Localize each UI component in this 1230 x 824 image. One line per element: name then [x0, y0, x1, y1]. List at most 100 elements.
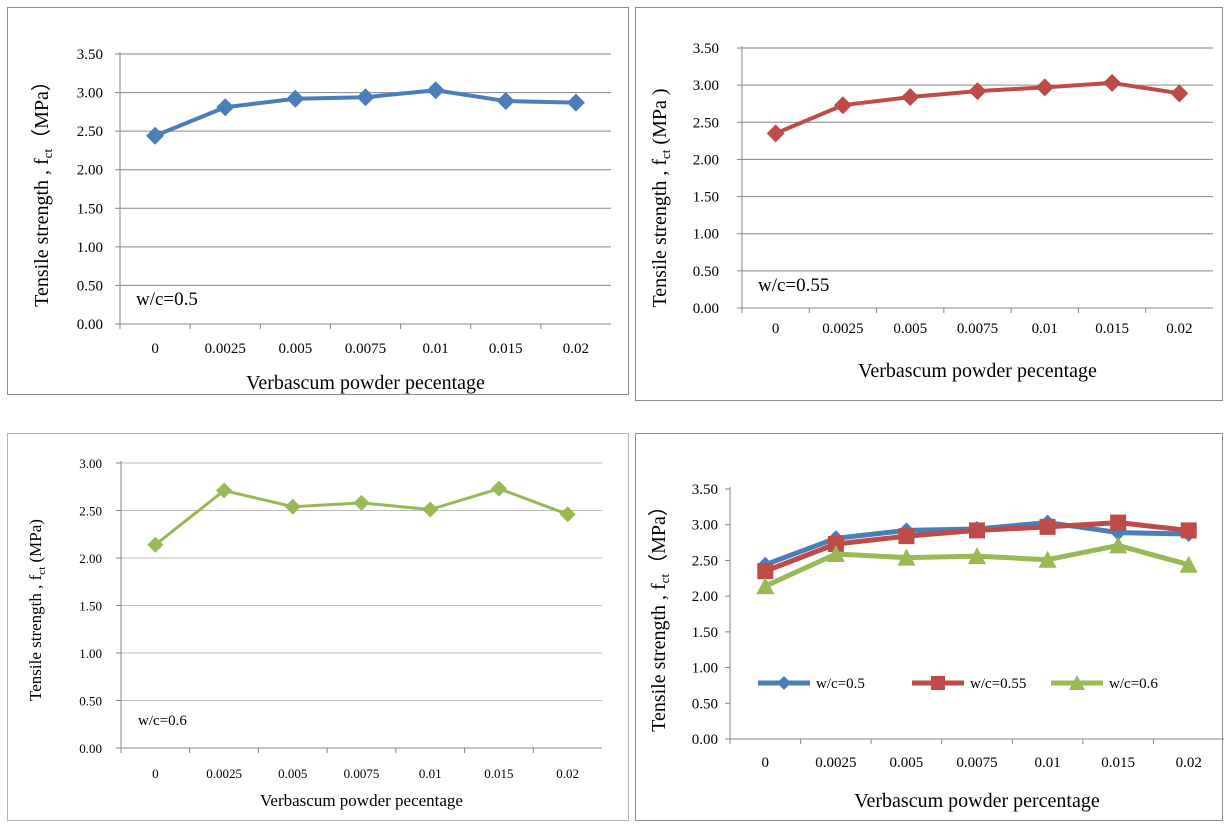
data-point-marker	[356, 88, 375, 107]
chart-wc-0-6: 0.00 0.50 1.00 1.50 2.00 2.50 3.00 0 0.0025 0.005…	[26, 456, 602, 810]
x-axis-label: Verbascum powder pecentage	[260, 791, 463, 810]
data-point-marker	[426, 81, 445, 100]
data-point-marker	[901, 88, 920, 107]
data-point-marker	[286, 89, 305, 108]
y-axis-label-main: Tensile strength , f	[649, 159, 671, 308]
chart-panel-combined: 0.00 0.50 1.00 1.50 2.00 2.50 3.00 3.50 0 0.0025 0…	[635, 433, 1224, 821]
y-tick-label: 3.50	[77, 47, 103, 63]
x-tick-label: 0	[772, 321, 780, 337]
chart-wc-0-5: 0.00 0.50 1.00 1.50 2.00 2.50 3.00 3.50 0 0.0025 0…	[30, 47, 611, 394]
y-axis-label-unit: （MPa）	[30, 71, 53, 149]
y-axis-label-main: Tensile strength , f	[31, 158, 53, 307]
y-axis-label: Tensile strength , fct（MPa）	[30, 71, 55, 307]
y-tick-label: 3.00	[79, 456, 102, 471]
data-point-marker	[1109, 536, 1128, 554]
data-point-marker	[490, 480, 507, 497]
data-point-marker	[968, 547, 986, 565]
y-tick-label: 0.00	[692, 732, 718, 748]
y-tick-label: 0.00	[79, 741, 102, 756]
y-tick-label: 2.50	[79, 504, 102, 519]
data-point-marker	[827, 536, 844, 552]
x-tick-label: 0.02	[563, 341, 589, 357]
data-point-marker	[777, 676, 791, 690]
y-tick-label: 0.00	[77, 317, 103, 333]
series-0	[146, 81, 585, 145]
data-point-marker	[756, 577, 775, 595]
y-tick-label: 0.50	[79, 694, 102, 709]
legend-label: w/c=0.55	[970, 676, 1026, 692]
chart-panel-wc-0-6: 0.00 0.50 1.00 1.50 2.00 2.50 3.00 0 0.0025 0.005…	[7, 433, 629, 821]
data-point-marker	[422, 501, 439, 518]
y-axis-label-subscript: ct	[36, 567, 48, 575]
x-tick-label: 0.0025	[205, 341, 246, 357]
data-point-marker	[566, 93, 585, 112]
y-tick-label: 1.50	[693, 190, 719, 206]
chart-wc-0-55: 0.00 0.50 1.00 1.50 2.00 2.50 3.00 3.50 0 0.0025 0…	[649, 41, 1213, 382]
y-tick-label: 3.50	[693, 41, 719, 57]
data-point-marker	[757, 563, 774, 580]
x-tick-label: 0.0075	[956, 755, 997, 771]
y-tick-label: 2.50	[693, 115, 719, 131]
data-point-marker	[931, 676, 945, 690]
y-tick-label: 3.00	[693, 78, 719, 94]
y-axis-label-main: Tensile strength , f	[26, 574, 45, 701]
x-tick-label: 0.02	[1166, 321, 1192, 337]
x-tick-label: 0.0075	[345, 341, 386, 357]
y-tick-label: 3.00	[692, 518, 718, 534]
data-point-marker	[1038, 550, 1057, 568]
data-point-marker	[496, 92, 515, 111]
x-tick-label: 0.0075	[957, 321, 998, 337]
x-tick-label: 0.0025	[822, 321, 863, 337]
x-axis-label: Verbascum powder pecentage	[858, 360, 1097, 382]
series-2	[756, 536, 1198, 595]
x-tick-label: 0.01	[419, 766, 442, 781]
x-tick-label: 0.015	[1101, 755, 1135, 771]
y-tick-label: 0.50	[77, 278, 103, 294]
data-point-marker	[216, 482, 233, 499]
y-tick-label: 1.50	[692, 625, 718, 641]
y-tick-label: 2.00	[693, 152, 719, 168]
x-tick-label: 0.0025	[815, 755, 856, 771]
y-tick-label: 2.00	[692, 589, 718, 605]
x-tick-label: 0	[762, 755, 770, 771]
series-0	[766, 73, 1189, 143]
chart-combined: 0.00 0.50 1.00 1.50 2.00 2.50 3.00 3.50 0 0.0025 0…	[647, 482, 1224, 812]
x-tick-label: 0.005	[278, 341, 312, 357]
y-axis-label-unit: （MPa）	[647, 496, 670, 574]
data-point-marker	[1035, 78, 1054, 97]
data-point-marker	[1179, 555, 1198, 573]
x-tick-label: 0.01	[1032, 321, 1058, 337]
data-point-marker	[284, 498, 301, 515]
data-point-marker	[1180, 522, 1197, 539]
x-tick-label: 0.015	[489, 341, 523, 357]
data-point-marker	[1110, 514, 1127, 531]
x-tick-label: 0.02	[556, 766, 579, 781]
y-tick-label: 1.50	[77, 201, 103, 217]
data-point-marker	[826, 545, 845, 562]
y-tick-label: 1.00	[77, 240, 103, 256]
series-1	[757, 514, 1197, 580]
data-point-marker	[353, 494, 370, 511]
chart-panel-wc-0-55: 0.00 0.50 1.00 1.50 2.00 2.50 3.00 3.50 0 0.0025 0…	[635, 7, 1223, 401]
y-tick-label: 1.00	[693, 227, 719, 243]
chart-panel-wc-0-5: 0.00 0.50 1.00 1.50 2.00 2.50 3.00 3.50 0 0.0025 0…	[7, 7, 629, 395]
wc-annotation: w/c=0.6	[138, 713, 187, 729]
legend-label: w/c=0.6	[1109, 676, 1158, 692]
data-point-marker	[898, 528, 915, 545]
y-tick-label: 1.00	[692, 661, 718, 677]
wc-annotation: w/c=0.55	[758, 275, 829, 296]
data-point-marker	[969, 522, 985, 539]
x-tick-label: 0.01	[1034, 755, 1060, 771]
series-0	[147, 480, 576, 553]
wc-annotation: w/c=0.5	[136, 289, 198, 310]
data-point-marker	[1039, 518, 1056, 535]
data-point-marker	[897, 548, 916, 566]
x-tick-label: 0.005	[890, 755, 924, 771]
x-tick-label: 0.0025	[206, 766, 242, 781]
y-axis-label: Tensile strength , fct (MPa)	[26, 519, 48, 701]
data-point-marker	[833, 96, 852, 115]
y-tick-label: 0.50	[692, 696, 718, 712]
x-tick-label: 0.01	[423, 341, 449, 357]
y-tick-label: 0.00	[693, 301, 719, 317]
y-tick-label: 1.50	[79, 599, 102, 614]
